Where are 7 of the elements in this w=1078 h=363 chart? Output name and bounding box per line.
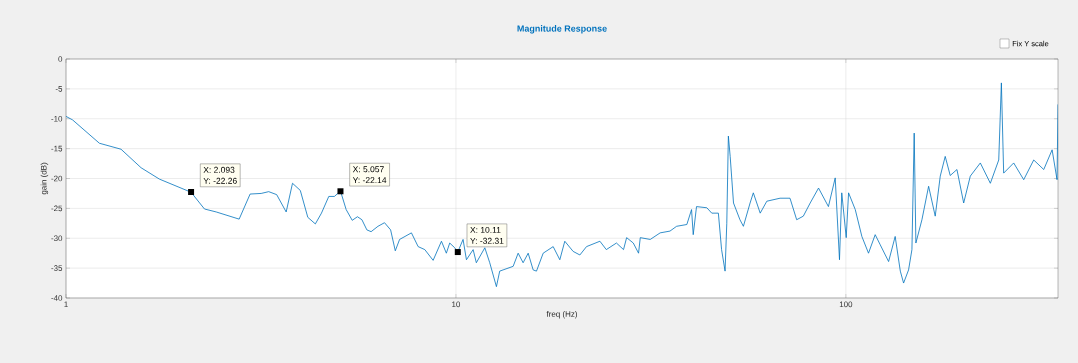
annotation: Y: -32.31	[470, 237, 504, 244]
annotation: X: 5.057	[352, 166, 384, 173]
chart-title: Magnitude Response	[517, 25, 607, 34]
annotation: Y: -22.26	[203, 177, 237, 184]
annotation: Y: -22.14	[352, 177, 387, 184]
annotation: X: 2.093	[203, 166, 235, 173]
annotation: X: 10.11	[470, 226, 501, 233]
